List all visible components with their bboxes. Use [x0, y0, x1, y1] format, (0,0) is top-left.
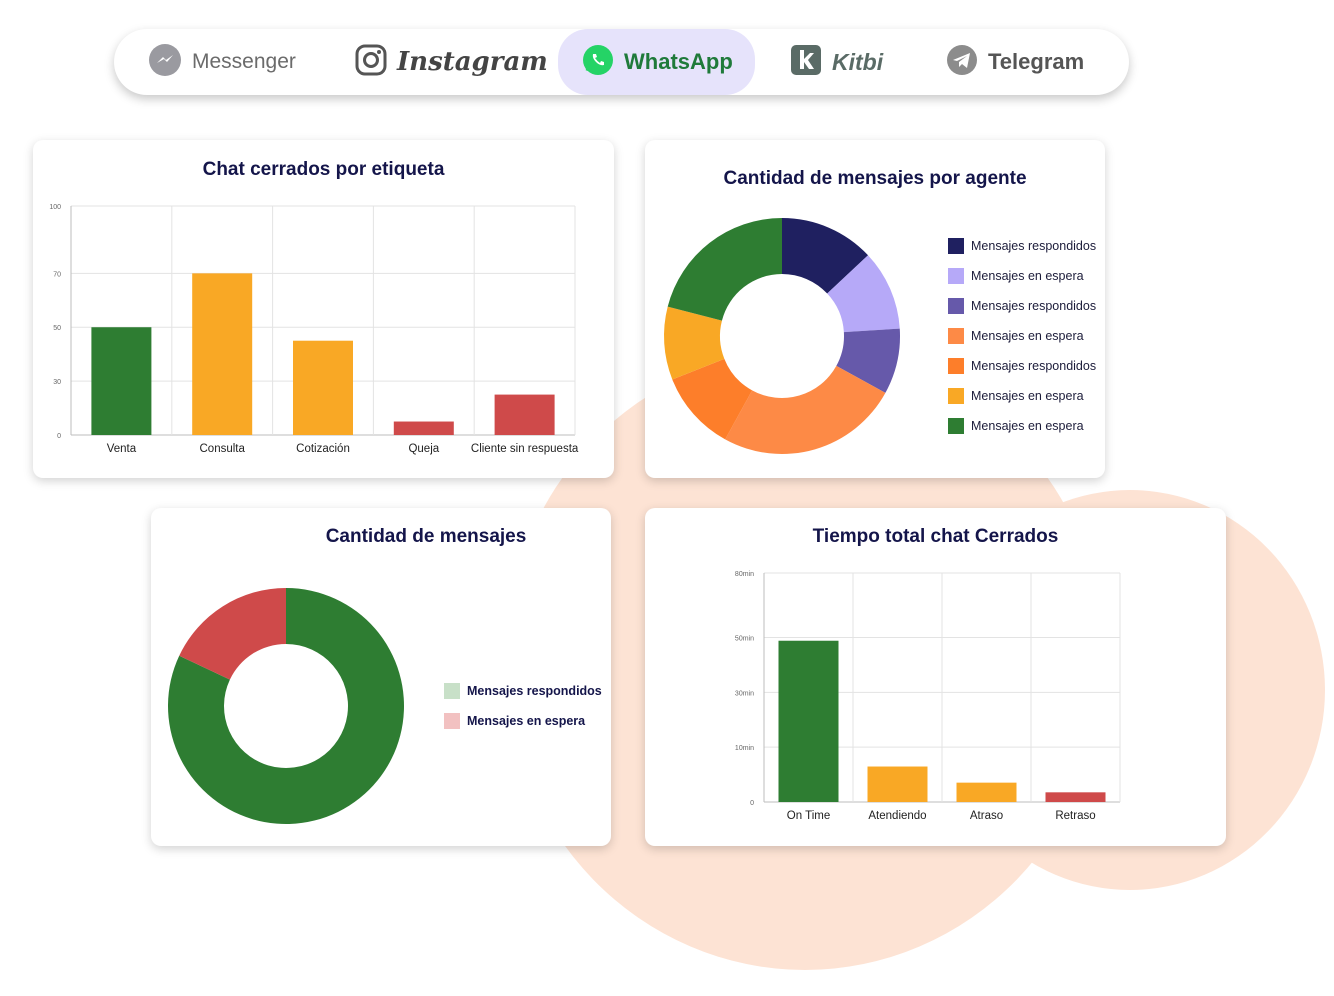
chart-legend: Mensajes respondidos Mensajes en espera Me… [948, 231, 1096, 441]
bar [293, 340, 353, 435]
bar [1045, 792, 1106, 802]
legend-item: Mensajes respondidos [948, 291, 1096, 321]
chart-title: Tiempo total chat Cerrados [812, 526, 1059, 547]
bar [778, 640, 839, 802]
channel-tab-whatsapp[interactable]: WhatsApp [558, 29, 755, 95]
pie-slice [782, 218, 869, 294]
card-chats-by-label: Chat cerrados por etiqueta 0 30 50 70 100 Ven… [33, 140, 614, 478]
legend-label: Mensajes respondidos [971, 299, 1097, 313]
channel-bar: Messenger Instagram WhatsApp Kitbi Teleg… [114, 29, 1129, 95]
card-messages-by-agent: Cantidad de mensajes por agente Mensajes… [645, 140, 1105, 478]
x-tick-label: Atendiendo [868, 810, 926, 822]
legend-item: Mensajes en espera [948, 321, 1096, 351]
channel-tab-kitbi[interactable]: Kitbi [790, 29, 910, 95]
donut-chart-messages-count [168, 588, 404, 824]
pie-slice [827, 255, 900, 333]
legend-item: Mensajes respondidos [948, 231, 1096, 261]
pie-slice [664, 306, 725, 380]
y-tick-label: 80min [735, 571, 754, 578]
channel-tab-messenger[interactable]: Messenger [148, 29, 338, 95]
x-tick-label: Cliente sin respuesta [471, 443, 579, 455]
y-tick-label: 30 [53, 379, 61, 386]
bar [192, 273, 253, 435]
bar [956, 782, 1017, 802]
donut-chart-messages-by-agent [664, 218, 900, 454]
y-tick-label: 30min [735, 690, 754, 697]
bar [393, 421, 454, 435]
pie-slice [672, 358, 753, 440]
x-tick-label: Cotización [296, 443, 350, 455]
y-tick-label: 100 [49, 204, 61, 211]
channel-label: Messenger [192, 50, 296, 73]
legend-swatch [444, 683, 460, 699]
legend-swatch [948, 298, 964, 314]
y-tick-label: 70 [53, 271, 61, 278]
x-tick-label: Retraso [1055, 810, 1095, 822]
instagram-icon [355, 44, 387, 81]
legend-label: Mensajes respondidos [971, 359, 1097, 373]
y-tick-label: 0 [57, 433, 61, 440]
bar [494, 394, 555, 435]
telegram-icon [946, 44, 978, 81]
card-messages-count: Cantidad de mensajes Mensajes respondido… [151, 508, 611, 846]
x-tick-label: Consulta [200, 443, 246, 455]
legend-label: Mensajes respondidos [971, 239, 1097, 253]
chart-title: Cantidad de mensajes [325, 526, 527, 547]
y-tick-label: 0 [750, 800, 754, 807]
legend-swatch [948, 328, 964, 344]
legend-swatch [948, 238, 964, 254]
pie-slice [168, 588, 404, 824]
chart-title: Cantidad de mensajes por agente [723, 168, 1027, 189]
y-tick-label: 50 [53, 325, 61, 332]
legend-label: Mensajes en espera [467, 714, 586, 728]
bar [91, 327, 152, 435]
card-total-closed-time: Tiempo total chat Cerrados 0 10min 30min 50… [645, 508, 1226, 846]
pie-slice [667, 218, 782, 321]
x-tick-label: Queja [408, 443, 439, 455]
legend-item: Mensajes en espera [948, 261, 1096, 291]
y-tick-label: 50min [735, 636, 754, 643]
legend-label: Mensajes en espera [971, 269, 1084, 283]
legend-item: Mensajes respondidos [948, 351, 1096, 381]
chart-title: Chat cerrados por etiqueta [202, 159, 445, 180]
legend-label: Mensajes en espera [971, 419, 1084, 433]
legend-swatch [948, 268, 964, 284]
legend-swatch [948, 418, 964, 434]
bar-chart-chats-by-label: 0 30 50 70 100 Venta Consulta Cotización Queja Cl… [49, 204, 579, 455]
kitbi-icon [790, 44, 822, 81]
legend-item: Mensajes en espera [948, 411, 1096, 441]
channel-label: Kitbi [832, 48, 884, 75]
legend-label: Mensajes en espera [971, 329, 1084, 343]
legend-item: Mensajes en espera [948, 381, 1096, 411]
x-tick-label: Atraso [970, 810, 1003, 822]
channel-tab-telegram[interactable]: Telegram [946, 29, 1116, 95]
bar [867, 766, 928, 802]
channel-tab-instagram[interactable]: Instagram [355, 29, 548, 95]
messenger-icon [148, 43, 182, 82]
pie-slice [836, 328, 900, 393]
channel-label: WhatsApp [624, 49, 733, 74]
legend-item: Mensajes en espera [444, 706, 602, 736]
legend-swatch [948, 388, 964, 404]
legend-label: Mensajes respondidos [467, 684, 602, 698]
legend-swatch [444, 713, 460, 729]
legend-label: Mensajes en espera [971, 389, 1084, 403]
x-tick-label: On Time [787, 810, 830, 822]
legend-item: Mensajes respondidos [444, 676, 602, 706]
x-tick-label: Venta [107, 443, 137, 455]
legend-swatch [948, 358, 964, 374]
pie-slice [725, 365, 886, 454]
channel-label: Instagram [397, 47, 548, 77]
pie-slice [179, 588, 286, 680]
whatsapp-icon [582, 44, 614, 81]
bar-chart-total-closed-time: 0 10min 30min 50min 80min On Time Atendiendo At… [735, 571, 1121, 822]
chart-legend: Mensajes respondidos Mensajes en espera [444, 676, 602, 736]
channel-label: Telegram [988, 49, 1085, 74]
y-tick-label: 10min [735, 745, 754, 752]
